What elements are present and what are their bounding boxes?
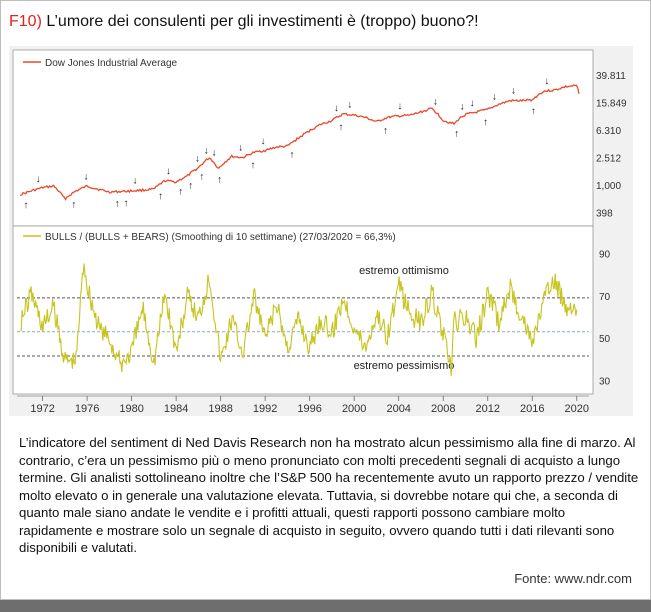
- sell-signal-arrow: ↓: [511, 86, 516, 97]
- x-tick-label: 2000: [342, 403, 366, 415]
- buy-signal-arrow: ↑: [124, 198, 129, 209]
- sell-signal-arrow: ↓: [195, 153, 200, 164]
- buy-signal-arrow: ↑: [115, 199, 120, 210]
- sentiment-y-tick-label: 50: [599, 334, 611, 345]
- sell-signal-arrow: ↓: [132, 176, 137, 187]
- buy-signal-arrow: ↑: [188, 180, 193, 191]
- sell-signal-arrow: ↓: [36, 174, 41, 185]
- buy-signal-arrow: ↑: [71, 199, 76, 210]
- sell-signal-arrow: ↓: [334, 103, 339, 114]
- buy-signal-arrow: ↑: [383, 125, 388, 136]
- sell-signal-arrow: ↓: [492, 91, 497, 102]
- x-tick-label: 2008: [431, 403, 455, 415]
- x-tick-label: 1976: [75, 403, 99, 415]
- x-tick-label: 1984: [164, 403, 188, 415]
- x-tick-label: 1980: [119, 403, 143, 415]
- dow-y-axis: 39.811 15.849 6.310 2.512 1,000 398: [596, 71, 627, 219]
- source-credit: Fonte: www.ndr.com: [514, 571, 632, 586]
- dow-y-tick-label: 39.811: [596, 71, 626, 82]
- buy-signal-arrow: ↑: [483, 117, 488, 128]
- sell-signal-arrow: ↓: [397, 101, 402, 112]
- dow-panel-bg: [12, 49, 594, 227]
- x-tick-label: 1996: [297, 403, 321, 415]
- buy-signal-arrow: ↑: [454, 129, 459, 140]
- buy-signal-arrow: ↑: [217, 174, 222, 185]
- sentiment-legend-label: BULLS / (BULLS + BEARS) (Smoothing di 10…: [45, 232, 396, 243]
- sell-signal-arrow: ↓: [347, 100, 352, 111]
- buy-signal-arrow: ↑: [531, 106, 536, 117]
- buy-signal-arrow: ↑: [158, 191, 163, 202]
- x-axis: 1972 1976 1980 1984 1988 1992 1996 2000 2004 2008…: [17, 395, 589, 415]
- figure-title: F10) L’umore dei consulenti per gli inve…: [9, 13, 479, 31]
- sell-signal-arrow: ↓: [204, 145, 209, 156]
- buy-signal-arrow: ↑: [338, 122, 343, 133]
- bottom-bar: [0, 600, 651, 612]
- chart-svg: Dow Jones Industrial Average 39.811 15.84…: [12, 49, 627, 415]
- dow-y-tick-label: 398: [596, 209, 613, 220]
- sentiment-series-line: [19, 263, 578, 377]
- sell-signal-arrow: ↓: [433, 97, 438, 108]
- x-tick-label: 2004: [386, 403, 410, 415]
- buy-signal-arrow: ↑: [289, 150, 294, 161]
- sell-signal-arrow: ↓: [260, 136, 265, 147]
- buy-signal-arrow: ↑: [250, 160, 255, 171]
- dow-series-line: [20, 84, 580, 201]
- buy-signal-arrow: ↑: [178, 186, 183, 197]
- sell-signal-arrow: ↓: [460, 102, 465, 113]
- x-tick-label: 1988: [208, 403, 232, 415]
- sell-signal-arrow: ↓: [238, 142, 243, 153]
- x-tick-label: 2012: [475, 403, 499, 415]
- sentiment-y-tick-label: 70: [599, 292, 611, 303]
- reference-line-label: estremo ottimismo: [359, 265, 449, 277]
- x-tick-label: 2020: [565, 403, 589, 415]
- figure-number: F10): [9, 13, 42, 30]
- x-tick-label: 1992: [253, 403, 277, 415]
- sell-signal-arrow: ↓: [470, 98, 475, 109]
- reference-line-label: estremo pessimismo: [354, 360, 455, 372]
- dow-y-tick-label: 2.512: [596, 154, 621, 165]
- x-tick-label: 2016: [520, 403, 544, 415]
- sentiment-y-tick-label: 30: [599, 376, 611, 387]
- sentiment-y-axis: 90 70 50 30: [599, 250, 611, 388]
- buy-signal-arrow: ↑: [199, 171, 204, 182]
- buy-signal-arrow: ↑: [23, 200, 28, 211]
- sentiment-y-tick-label: 90: [599, 250, 611, 261]
- chart-area: Dow Jones Industrial Average 39.811 15.84…: [9, 46, 633, 416]
- figure-title-text: L’umore dei consulenti per gli investime…: [46, 13, 479, 30]
- sell-signal-arrow: ↓: [83, 172, 88, 183]
- sentiment-panel: BULLS / (BULLS + BEARS) (Smoothing di 10…: [12, 225, 611, 395]
- dow-panel: Dow Jones Industrial Average 39.811 15.84…: [12, 49, 627, 227]
- x-tick-label: 1972: [30, 403, 54, 415]
- sell-signal-arrow: ↓: [166, 166, 171, 177]
- dow-y-tick-label: 6.310: [596, 126, 621, 137]
- dow-y-tick-label: 15.849: [596, 99, 627, 110]
- caption-text: L’indicatore del sentiment di Ned Davis …: [19, 435, 639, 555]
- dow-y-tick-label: 1,000: [596, 181, 621, 192]
- sell-signal-arrow: ↓: [544, 76, 549, 87]
- sell-signal-arrow: ↓: [211, 148, 216, 159]
- dow-signals: ↑ ↑ ↑ ↑↑ ↑↑↑ ↑↑↑↑ ↑ ↑↑↑↓ ↓ ↓↓↓↓ ↓ ↓↓↓ ↓ ↓ ↓ ↓ ↓↓↓↓: [23, 76, 549, 211]
- sentiment-panel-bg: [12, 225, 594, 395]
- dow-legend-label: Dow Jones Industrial Average: [45, 58, 178, 69]
